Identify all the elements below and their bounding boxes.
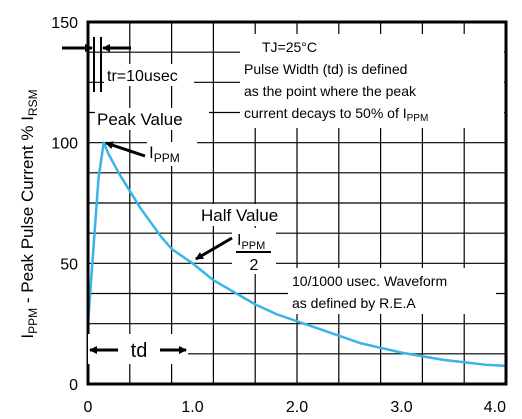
pulse-width-line-3-text: current decays to 50% of I bbox=[244, 105, 407, 121]
waveform-line-2: as defined by R.E.A bbox=[292, 295, 416, 311]
waveform-line-1: 10/1000 usec. Waveform bbox=[292, 273, 447, 289]
half-num-sub: PPM bbox=[241, 240, 265, 252]
x-tick-label: 4.0 bbox=[484, 399, 506, 416]
y-axis-label: IPPM - Peak Pulse Current % IRSM bbox=[18, 89, 40, 338]
td-annotation: td bbox=[88, 334, 188, 364]
y-tick-label: 100 bbox=[51, 136, 78, 153]
pulse-width-line-2: as the point where the peak bbox=[244, 83, 417, 99]
y-axis-label-text: - Peak Pulse Current % I bbox=[18, 116, 37, 308]
rise-time-annotation: tr=10usec bbox=[62, 37, 194, 92]
peak-value-label: Peak Value bbox=[97, 110, 183, 129]
pulse-width-note: TJ=25°C Pulse Width (td) is defined as t… bbox=[240, 34, 504, 128]
td-label: td bbox=[131, 340, 148, 362]
x-tick-label: 3.0 bbox=[390, 399, 412, 416]
x-tick-label: 2.0 bbox=[286, 399, 308, 416]
y-tick-label: 150 bbox=[51, 15, 78, 32]
y-tick-label: 50 bbox=[60, 256, 78, 273]
x-tick-label: 0 bbox=[84, 399, 93, 416]
x-tick-label: 1.0 bbox=[181, 399, 203, 416]
waveform-note: 10/1000 usec. Waveform as defined by R.E… bbox=[288, 268, 496, 314]
half-fraction-denominator: 2 bbox=[250, 257, 259, 274]
half-value-label: Half Value bbox=[201, 206, 278, 225]
tr-label: tr=10usec bbox=[107, 68, 178, 85]
peak-ippm-sub: PPM bbox=[154, 151, 180, 165]
pulse-width-line-3-sub: PPM bbox=[407, 113, 429, 124]
peak-arrow bbox=[106, 143, 145, 156]
peak-value-annotation: Peak Value IPPM bbox=[95, 108, 209, 166]
y-axis-label-main-sub: PPM bbox=[26, 308, 40, 334]
pulse-width-line-1: Pulse Width (td) is defined bbox=[244, 61, 407, 77]
half-arrow bbox=[196, 238, 232, 259]
tj-label: TJ=25°C bbox=[262, 39, 317, 55]
y-tick-label: 0 bbox=[69, 377, 78, 394]
y-axis-label-sub: RSM bbox=[26, 89, 40, 116]
